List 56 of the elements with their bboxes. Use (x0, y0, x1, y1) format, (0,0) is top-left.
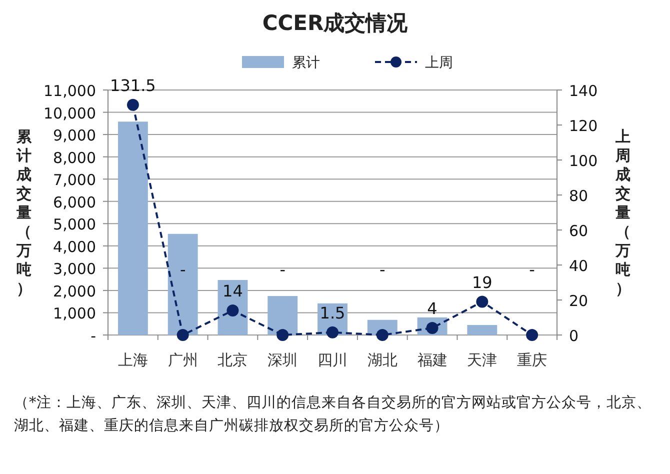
point (276, 329, 289, 341)
y-tick-label: 1,000 (53, 304, 96, 323)
y2-tick-label: 60 (569, 222, 588, 240)
y-tick-label: 3,000 (53, 260, 96, 278)
data-label: - (180, 260, 186, 279)
data-label: 131.5 (110, 76, 156, 95)
text: 累计成交量（万吨） (16, 128, 32, 298)
data-label: - (529, 260, 535, 279)
y2-tick-label: 140 (569, 82, 598, 100)
text: （*注：上海、广东、深圳、天津、四川的信息来自各自交易所的官方网站或官方公众号，北京、湖北、福建、重庆的信息来自广州碳排放权交易所的官方公众号） (14, 394, 652, 436)
x-tick-label: 天津 (467, 351, 498, 369)
x-tick-label: 湖北 (367, 351, 398, 369)
point (126, 98, 139, 111)
data-label: 14 (222, 282, 243, 300)
chart-title: CCER成交情况 (262, 11, 409, 35)
y-tick-label: 10,000 (44, 104, 96, 122)
y2-tick-label: 20 (569, 292, 588, 310)
y2-tick-label: 80 (569, 187, 588, 205)
data-label: 19 (472, 272, 492, 292)
y-tick-label: 8,000 (53, 148, 96, 167)
y2-tick-label: 0 (569, 327, 579, 345)
x-tick-label: 重庆 (517, 351, 548, 369)
y-tick-label: 2,000 (53, 282, 96, 300)
y-tick-label: 4,000 (53, 238, 96, 256)
bar (467, 324, 498, 335)
point (476, 296, 488, 308)
x-tick-label: 四川 (318, 351, 348, 369)
data-label: 1.5 (320, 303, 346, 322)
y-tick-label: 5,000 (53, 216, 96, 234)
legend-label: 累计 (292, 55, 320, 71)
y-tick-label: - (90, 327, 96, 345)
point (326, 326, 338, 338)
x-tick-label: 北京 (218, 351, 248, 369)
bar (118, 122, 148, 335)
x-tick-label: 上海 (118, 351, 148, 369)
legend-label: 上周 (425, 55, 453, 71)
x-tick-label: 福建 (417, 351, 448, 369)
point (176, 329, 189, 341)
bar (168, 234, 198, 335)
bar (268, 296, 298, 335)
point (376, 329, 388, 341)
y-tick-label: 7,000 (53, 171, 96, 190)
y2-tick-label: 100 (569, 152, 598, 170)
x-tick-label: 广州 (168, 351, 198, 369)
data-label: - (380, 260, 386, 279)
y-tick-label: 9,000 (53, 126, 96, 145)
y-tick-label: 6,000 (53, 193, 96, 212)
data-label: - (280, 260, 286, 279)
point (526, 329, 538, 341)
text: 上周成交量（万吨） (616, 128, 630, 298)
y2-tick-label: 120 (569, 117, 598, 135)
point (226, 304, 239, 316)
y2-tick-label: 40 (569, 257, 588, 275)
data-label: 4 (427, 299, 438, 318)
x-tick-label: 深圳 (268, 351, 298, 369)
y-tick-label: 11,000 (44, 82, 96, 100)
